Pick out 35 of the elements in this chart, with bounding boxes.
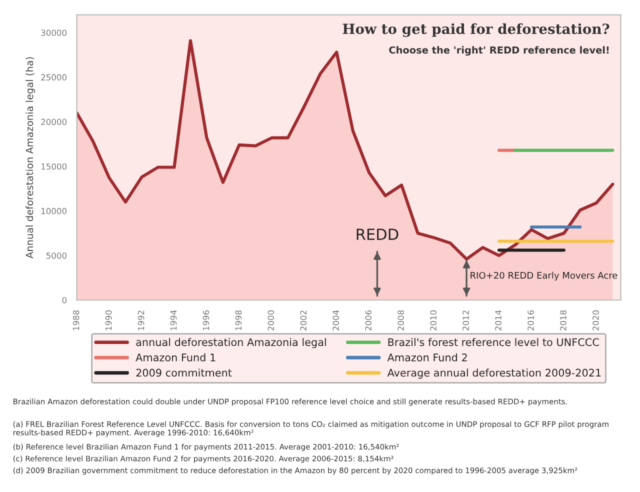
y-tick-label: 30000 [41,30,67,36]
x-tick-label: 2020 [592,310,599,330]
x-tick-label: 2004 [332,310,340,330]
x-tick-label: 2002 [300,310,307,330]
legend-label: Brazil's forest reference level to UNFCCC [388,338,599,346]
x-tick-label: 1990 [105,310,112,330]
x-tick-label: 1992 [138,310,144,330]
y-tick-label: 0 [62,297,67,304]
x-tick-label: 2012 [462,310,469,330]
legend-label: Amazon Fund 1 [136,353,216,362]
x-tick-label: 2010 [430,310,436,330]
y-tick-label: 15000 [41,163,67,170]
text: Choose the 'right' REDD reference level! [389,46,609,56]
legend-label: Average annual deforestation 2009-2021 [387,368,601,379]
legend-label: Amazon Fund 2 [387,353,467,362]
ref-line-label: REDD [356,228,398,240]
y-tick-label: 25000 [41,74,67,80]
y-axis-title: Annual deforestation Amazonia legal (ha) [26,57,36,258]
x-tick-label: 2000 [268,310,274,330]
x-tick-label: 2014 [495,310,502,330]
text: How to get paid for deforestation? [342,23,610,37]
x-tick-label: 1994 [170,310,177,330]
x-tick-label: 1996 [202,310,210,330]
ref-line-label: RIO+20 REDD Early Movers Acre [470,272,618,281]
y-tick-label: 5000 [46,252,67,259]
y-tick-label: 10000 [41,208,67,214]
x-tick-label: 2018 [560,310,566,330]
x-tick-label: 2008 [398,310,404,330]
legend-label: 2009 commitment [136,368,232,377]
legend-label: annual deforestation Amazonia legal [136,338,326,348]
x-tick-label: 1988 [72,310,80,330]
x-tick-label: 2006 [365,310,372,330]
x-tick-label: 2016 [528,310,534,330]
y-tick-label: 20000 [41,118,67,126]
x-tick-label: 1998 [235,310,242,330]
